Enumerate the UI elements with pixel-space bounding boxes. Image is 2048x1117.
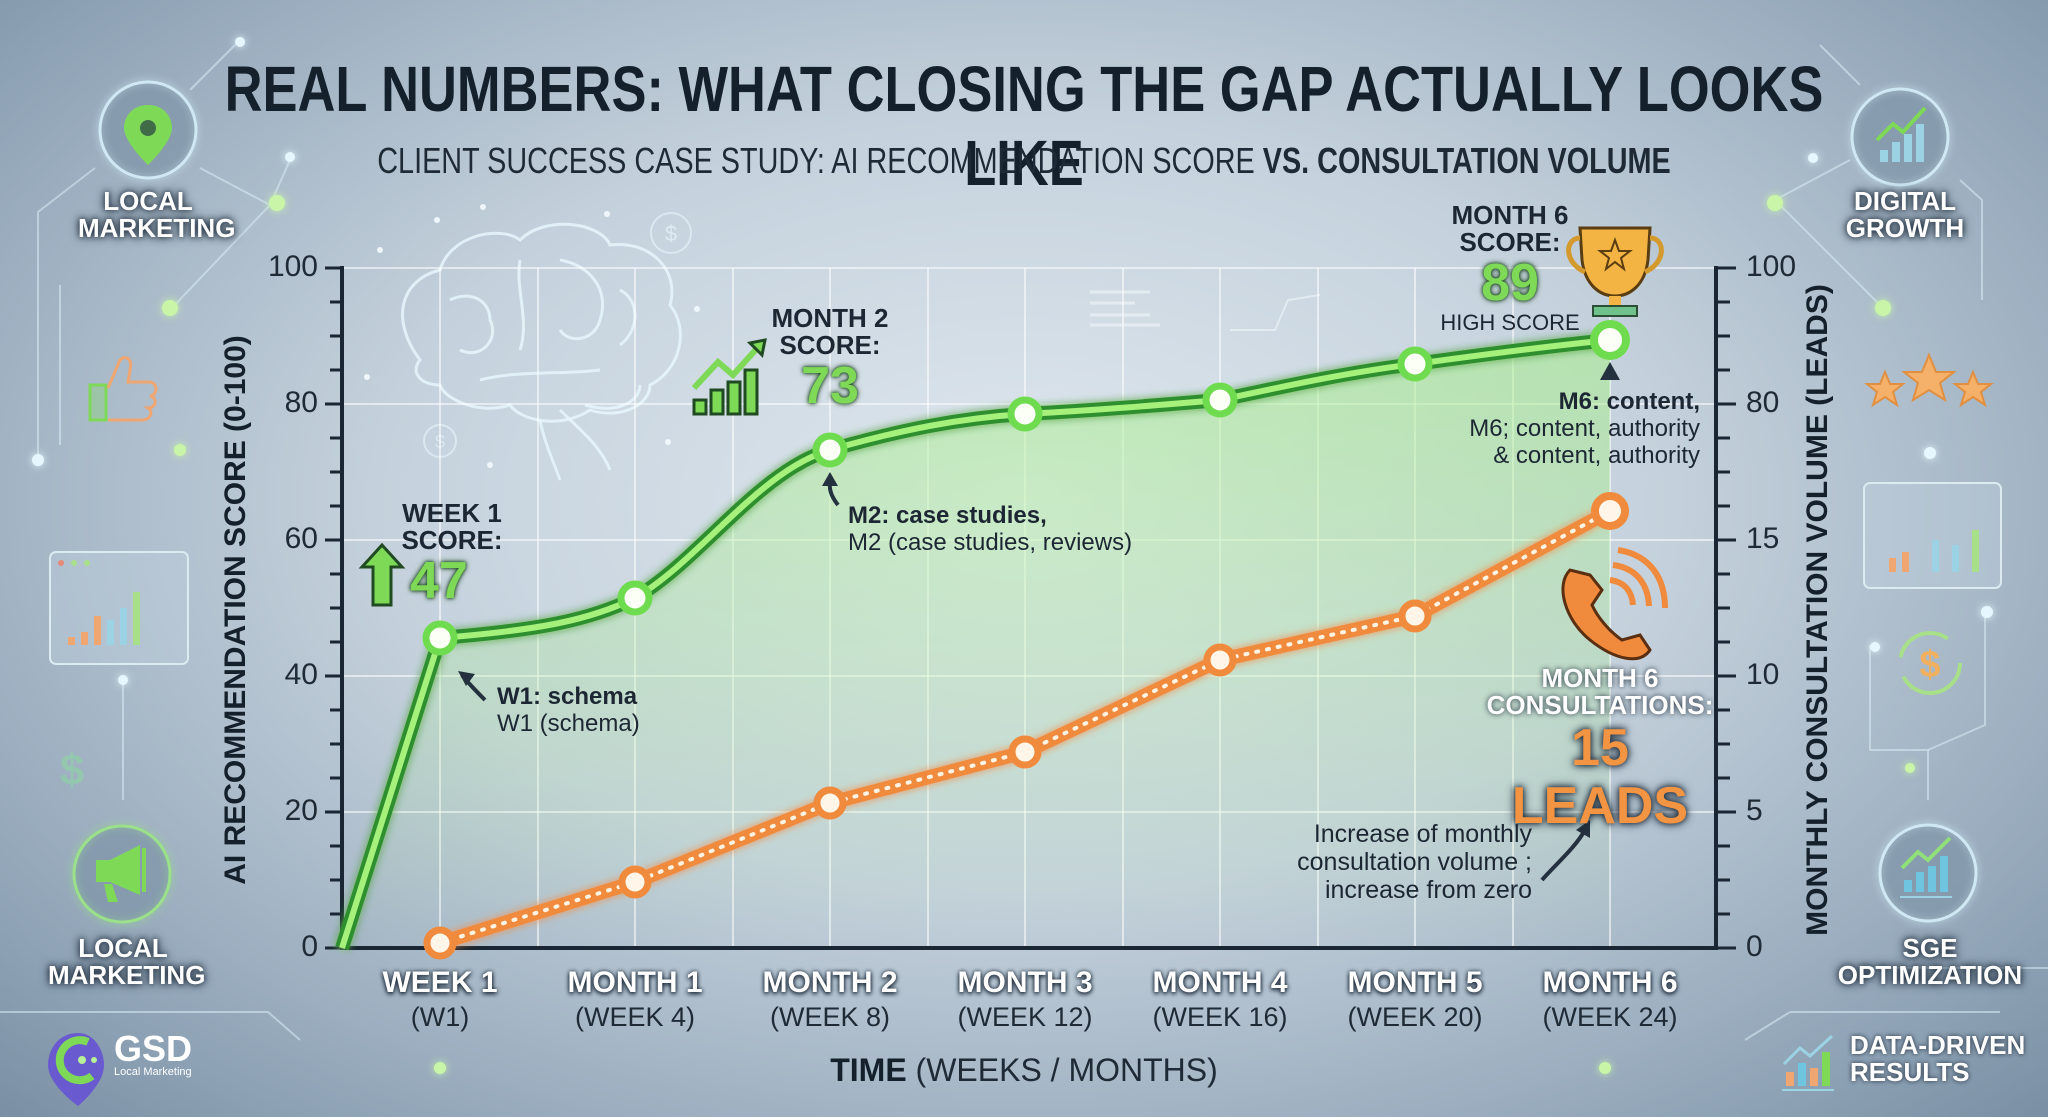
x-category: MONTH 6 (WEEK 24) — [1542, 966, 1678, 1032]
dashboard-sketch-decoration — [1090, 290, 1321, 331]
y-axis-left-label: AI RECOMMENDATION SCORE (0-100) — [219, 335, 252, 885]
score-points — [422, 320, 1630, 656]
y-tick-right: 0 — [1746, 930, 1763, 963]
dollar-icon: $ — [60, 746, 84, 795]
x-category: MONTH 1 (WEEK 4) — [567, 966, 703, 1032]
page-subtitle: CLIENT SUCCESS CASE STUDY: AI RECOMMENDA… — [205, 140, 1843, 182]
increase-arrow-icon — [1540, 829, 1587, 882]
y-tick-left: 100 — [267, 250, 318, 283]
m6-pointer-icon — [1600, 362, 1620, 380]
logo-tagline: Local Marketing — [114, 1066, 192, 1078]
growth-chart-icon — [1900, 836, 1952, 898]
note-m6: M6: content, M6; content, authority & co… — [1469, 388, 1700, 469]
gsd-logo-mark — [48, 1033, 104, 1106]
data-driven-results: DATA-DRIVEN RESULTS — [1850, 1030, 2026, 1087]
badge-local-marketing-bottom: LOCAL MARKETING — [48, 933, 206, 990]
svg-text:$: $ — [665, 221, 677, 246]
badge-sge-optimization: SGE OPTIMIZATION — [1837, 933, 2023, 990]
y-tick-right: 80 — [1746, 386, 1780, 419]
leads-points — [423, 492, 1629, 960]
up-arrow-icon — [358, 542, 406, 607]
subtitle-regular: CLIENT SUCCESS CASE STUDY: AI RECOMMENDA… — [377, 140, 1263, 181]
left-axis-ticks — [325, 266, 342, 950]
growth-chart-icon — [1875, 106, 1927, 162]
y-tick-right: 100 — [1746, 250, 1797, 283]
logo-name: GSD — [114, 1028, 193, 1069]
growth-chart-icon — [691, 338, 767, 416]
note-increase-leads: Increase of monthly consultation volume … — [1297, 820, 1532, 904]
badge-local-marketing-top: LOCAL MARKETING — [78, 186, 236, 243]
note-m2: M2: case studies, M2 (case studies, revi… — [848, 502, 1133, 556]
bar-chart-icon — [1782, 1034, 1834, 1091]
callout-month6-leads: MONTH 6 CONSULTATIONS: 15 LEADS — [1486, 663, 1714, 836]
gsd-logo: GSD Local Marketing — [114, 1028, 193, 1079]
subtitle-bold: VS. CONSULTATION VOLUME — [1262, 140, 1671, 181]
x-category: WEEK 1 (W1) — [382, 966, 498, 1032]
x-axis-title: TIME (WEEKS / MONTHS) — [830, 1052, 1218, 1088]
svg-text:$: $ — [1919, 644, 1940, 686]
trophy-icon — [1566, 226, 1664, 317]
callout-week1-score: WEEK 1 SCORE: 47 — [401, 498, 503, 610]
dollar-ring-icon — [1898, 631, 1962, 695]
note-w1: W1: schema W1 (schema) — [497, 683, 640, 737]
glow-dots-decoration — [32, 37, 1993, 1074]
x-category: MONTH 3 (WEEK 12) — [957, 966, 1093, 1032]
y-tick-right: 10 — [1746, 658, 1780, 691]
y-tick-left: 20 — [284, 794, 318, 827]
callout-month6-score: MONTH 6 SCORE: 89 HIGH SCORE — [1440, 200, 1580, 336]
y-tick-left: 60 — [284, 522, 318, 555]
score-area-fill — [342, 340, 1610, 948]
y-tick-left: 80 — [284, 386, 318, 419]
y-axis-right-label: MONTHLY CONSULTATION VOLUME (LEADS) — [1801, 284, 1834, 936]
y-tick-left: 0 — [301, 930, 318, 963]
stars-icon — [1864, 352, 1994, 408]
page-title: REAL NUMBERS: WHAT CLOSING THE GAP ACTUA… — [224, 53, 1824, 199]
y-tick-right: 5 — [1746, 794, 1763, 827]
network-lines-decoration — [0, 44, 2048, 1041]
x-category: MONTH 2 (WEEK 8) — [762, 966, 898, 1032]
sparkles-decoration — [364, 204, 700, 468]
dashboard-widget-icon — [1863, 482, 2002, 589]
x-category: MONTH 5 (WEEK 20) — [1347, 966, 1483, 1032]
thumbs-up-icon — [88, 356, 158, 422]
badge-digital-growth: DIGITAL GROWTH — [1845, 186, 1965, 243]
callout-month2-score: MONTH 2 SCORE: 73 — [771, 303, 889, 415]
x-category: MONTH 4 (WEEK 16) — [1152, 966, 1288, 1032]
dashboard-widget-icon — [49, 551, 189, 665]
y-tick-left: 40 — [284, 658, 318, 691]
badge-circle-top-right — [1850, 87, 1950, 187]
y-tick-right: 15 — [1746, 522, 1780, 555]
megaphone-icon — [96, 845, 146, 902]
right-axis-ticks — [1716, 266, 1736, 950]
phone-icon — [1561, 547, 1668, 661]
